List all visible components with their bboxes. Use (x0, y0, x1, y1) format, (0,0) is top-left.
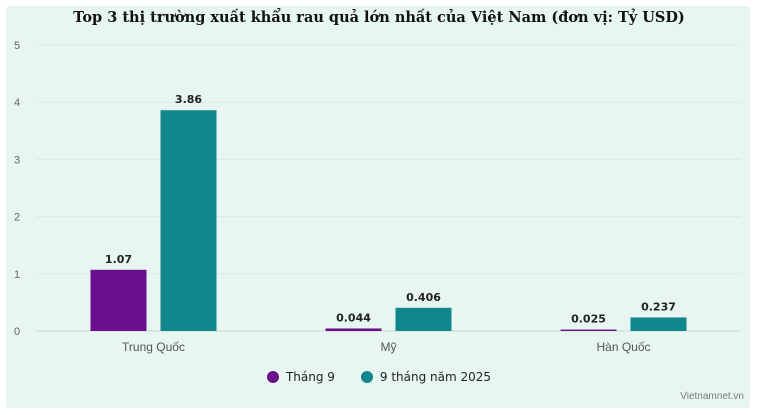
legend-item-series-2[interactable]: 9 tháng năm 2025 (360, 370, 492, 384)
chart-title: Top 3 thị trường xuất khẩu rau quả lớn n… (73, 9, 685, 26)
bar[interactable] (325, 328, 382, 331)
bar[interactable] (395, 307, 452, 331)
gridlines (36, 44, 741, 332)
legend-item-series-1[interactable]: Tháng 9 (266, 370, 335, 384)
y-tick-label: 4 (14, 97, 20, 109)
y-tick-label: 2 (14, 212, 20, 224)
legend-label: Tháng 9 (285, 370, 335, 384)
bar[interactable] (560, 329, 617, 331)
bar[interactable] (90, 269, 147, 331)
legend-label: 9 tháng năm 2025 (379, 370, 492, 384)
data-label: 0.406 (406, 291, 441, 304)
data-labels: 1.07 3.86 0.044 0.406 0.025 0.237 (105, 93, 676, 325)
legend-marker-icon (360, 371, 373, 383)
data-label: 1.07 (105, 253, 132, 266)
x-tick-label: Mỹ (381, 340, 397, 354)
legend: Tháng 9 9 tháng năm 2025 (0, 370, 758, 384)
x-tick-label: Trung Quốc (122, 340, 185, 354)
legend-marker-icon (266, 371, 279, 383)
y-tick-label: 1 (14, 269, 20, 281)
x-axis-ticks: Trung Quốc Mỹ Hàn Quốc (122, 340, 650, 354)
data-label: 0.044 (336, 311, 371, 324)
y-tick-label: 3 (14, 154, 20, 166)
source-credit: Vietnamnet.vn (680, 391, 744, 402)
y-tick-label: 0 (14, 326, 20, 338)
x-tick-label: Hàn Quốc (596, 340, 650, 354)
bar[interactable] (160, 110, 217, 331)
bar[interactable] (630, 317, 687, 331)
y-tick-label: 5 (14, 40, 20, 52)
bars (90, 110, 687, 331)
data-label: 0.237 (641, 300, 676, 313)
data-label: 0.025 (571, 313, 606, 326)
chart-card (6, 6, 750, 408)
y-axis-ticks: 0 1 2 3 4 5 (14, 40, 20, 338)
data-label: 3.86 (175, 93, 202, 106)
